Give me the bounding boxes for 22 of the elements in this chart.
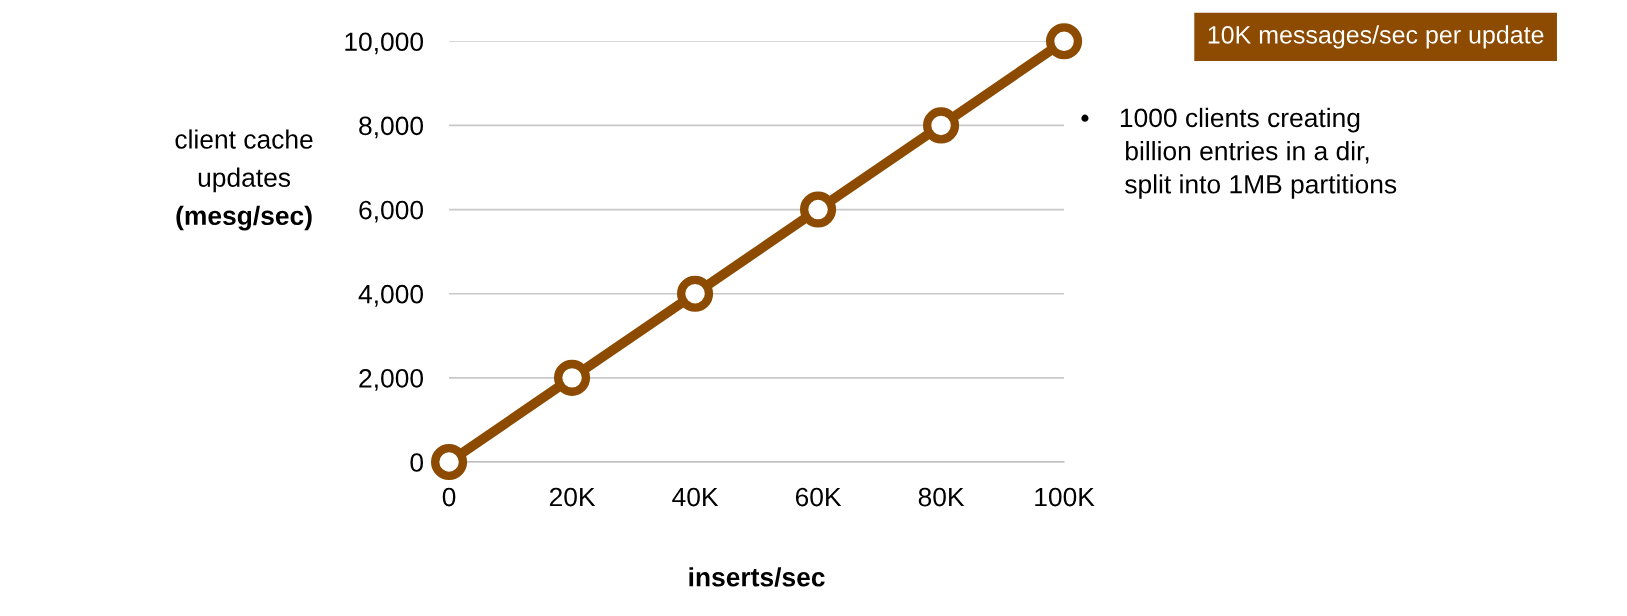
y-tick-label: 8,000	[359, 116, 424, 139]
point	[1046, 23, 1083, 60]
x-tick-label: 60K	[795, 487, 842, 507]
point	[923, 107, 960, 144]
x-tick-label: 100K	[1035, 487, 1095, 507]
y-tick-label: 4,000	[358, 284, 424, 307]
point	[430, 443, 468, 481]
y-tick-label: 6,000	[359, 200, 424, 223]
x-tick-label: 40K	[672, 487, 719, 507]
x-tick-label: 80K	[918, 487, 965, 507]
point	[677, 275, 714, 312]
point	[800, 191, 837, 228]
y-tick-label: 10,000	[345, 32, 424, 55]
x-tick-label: 20K	[549, 487, 596, 507]
point	[553, 359, 591, 396]
text: • 1000 clients creating billion entries in a dir, split into 1MB partitions	[1081, 107, 1397, 199]
text: 10K messages/sec per update	[1208, 25, 1544, 49]
y-tick-label: 0	[410, 453, 424, 472]
y-axis-title: client cache updates (mesg/sec)	[175, 129, 313, 231]
x-tick-label: 0	[442, 487, 456, 507]
x-axis-title: inserts/sec	[689, 567, 825, 587]
y-tick-label: 2,000	[359, 368, 424, 391]
